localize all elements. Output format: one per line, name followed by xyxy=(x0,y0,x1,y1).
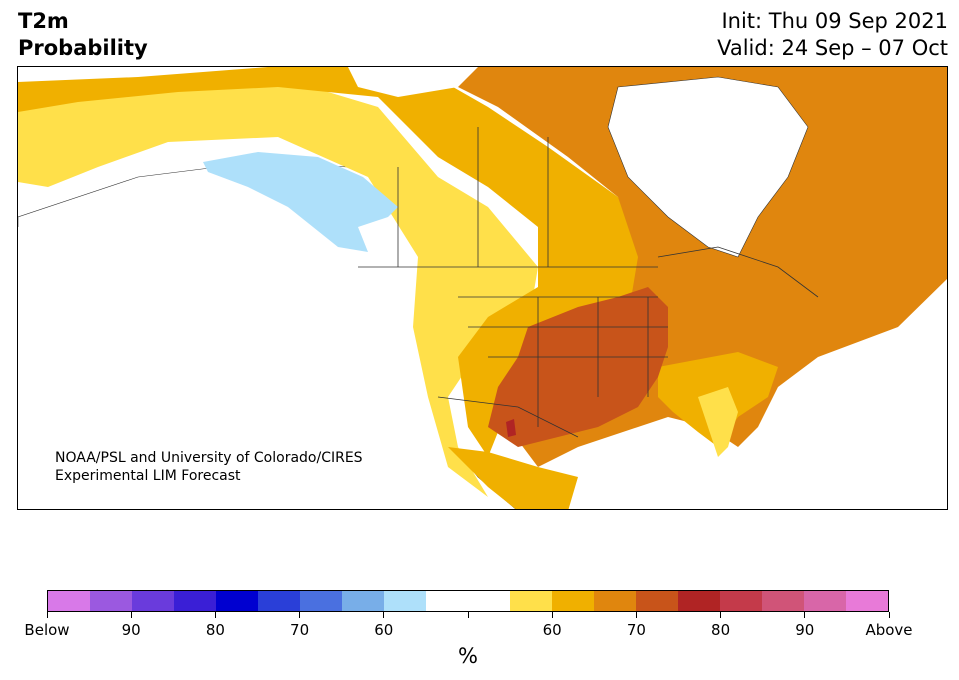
color-scale-tick xyxy=(46,612,48,618)
init-date: Init: Thu 09 Sep 2021 xyxy=(721,9,948,33)
color-scale-tick xyxy=(804,612,806,618)
color-scale-tick xyxy=(635,612,637,618)
color-scale-segment xyxy=(132,591,174,611)
color-scale-segment xyxy=(804,591,846,611)
color-scale-bar xyxy=(47,590,889,612)
credit-line-2: Experimental LIM Forecast xyxy=(55,468,241,484)
color-scale-tick xyxy=(551,612,553,618)
color-scale-tick-label: Above xyxy=(865,621,913,639)
region-light-blue xyxy=(203,152,398,252)
region-florida-yellow xyxy=(698,387,738,457)
color-scale-segment xyxy=(300,591,342,611)
color-scale-tick xyxy=(383,612,385,618)
pacific-water xyxy=(18,217,448,509)
color-scale-segment xyxy=(342,591,384,611)
color-scale-tick-label: 70 xyxy=(290,621,310,639)
color-scale-segment xyxy=(216,591,258,611)
map-graphic xyxy=(18,67,947,509)
region-dark-red xyxy=(506,419,516,437)
color-scale-tick xyxy=(299,612,301,618)
color-scale-tick-label: Below xyxy=(24,621,70,639)
title-line-1: T2m xyxy=(18,9,69,33)
title-line-2: Probability xyxy=(18,36,148,60)
color-scale-segment xyxy=(258,591,300,611)
credit-line-1: NOAA/PSL and University of Colorado/CIRE… xyxy=(55,450,363,466)
arctic-white xyxy=(348,67,478,97)
color-scale-segment xyxy=(636,591,678,611)
color-scale-segment xyxy=(552,591,594,611)
color-scale-tick xyxy=(214,612,216,618)
color-scale-segment xyxy=(594,591,636,611)
color-scale-unit: % xyxy=(458,644,478,668)
color-scale-tick-label: 70 xyxy=(626,621,646,639)
color-scale-segment xyxy=(468,591,510,611)
color-scale-segment xyxy=(90,591,132,611)
color-scale-tick xyxy=(467,612,469,618)
map-credit: NOAA/PSL and University of Colorado/CIRE… xyxy=(55,449,363,485)
color-scale-segment xyxy=(384,591,426,611)
color-scale-tick-label: 80 xyxy=(205,621,225,639)
region-mexico xyxy=(448,447,578,509)
region-light-yellow xyxy=(18,77,538,497)
forecast-dates: Init: Thu 09 Sep 2021 Valid: 24 Sep – 07… xyxy=(717,8,948,62)
color-scale-tick xyxy=(888,612,890,618)
region-yellow-orange xyxy=(18,67,658,457)
valid-period: Valid: 24 Sep – 07 Oct xyxy=(717,36,948,60)
greenland-white xyxy=(607,76,809,258)
color-scale-segment xyxy=(510,591,552,611)
gulf-water xyxy=(578,447,718,509)
color-scale-segment xyxy=(762,591,804,611)
color-scale-tick-label: 60 xyxy=(374,621,394,639)
color-scale-tick-label: 90 xyxy=(795,621,815,639)
color-scale-tick xyxy=(720,612,722,618)
color-scale-segment xyxy=(48,591,90,611)
color-scale-segment xyxy=(174,591,216,611)
color-scale-tick-label: 60 xyxy=(542,621,562,639)
probability-map xyxy=(17,66,948,510)
color-scale-segment xyxy=(846,591,888,611)
map-title: T2m Probability xyxy=(18,8,148,62)
color-scale-tick xyxy=(130,612,132,618)
color-scale-tick-label: 80 xyxy=(711,621,731,639)
region-orange xyxy=(418,67,947,467)
color-scale-tick-label: 90 xyxy=(121,621,141,639)
color-scale-segment xyxy=(720,591,762,611)
color-scale-segment xyxy=(678,591,720,611)
color-scale-segment xyxy=(426,591,468,611)
